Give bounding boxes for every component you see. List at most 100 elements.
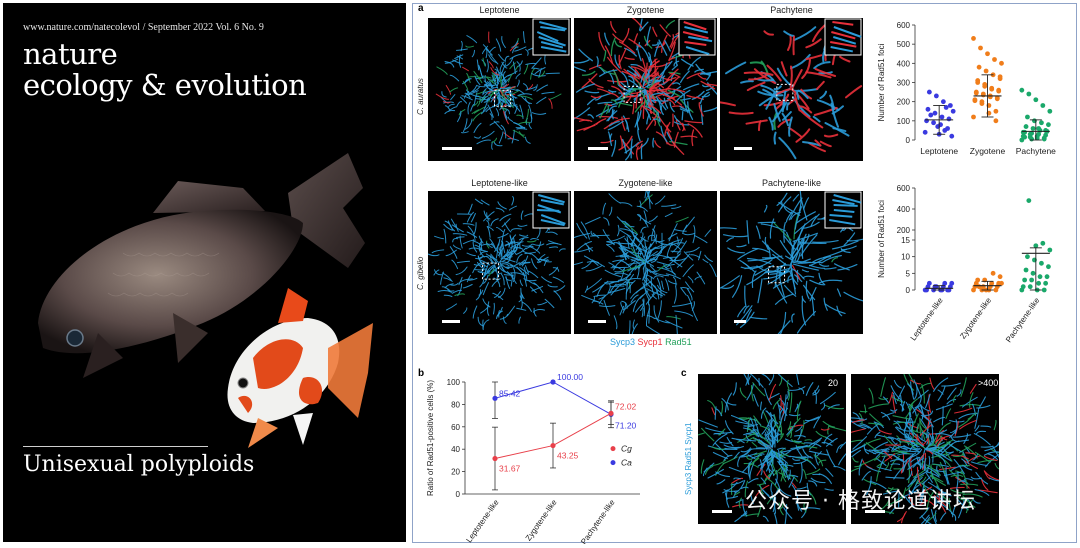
data-point: [990, 270, 996, 276]
panel-b-label: b: [418, 368, 425, 379]
y-tick-label: 5: [906, 269, 911, 278]
data-point: [1027, 284, 1033, 290]
goldfish-illustration: [38, 153, 373, 448]
data-point: [1036, 280, 1042, 286]
data-point: [1039, 260, 1044, 266]
data-point: [1036, 126, 1042, 131]
x-tick-label: Zygotene: [970, 146, 1006, 156]
data-point: [926, 89, 932, 95]
chromosome-strands: [428, 196, 566, 331]
data-label: 43.25: [557, 451, 579, 461]
cover-topic: Unisexual polyploids: [23, 452, 255, 477]
data-point: [989, 86, 995, 92]
data-point: [942, 280, 948, 286]
x-tick-label: Zygotene-like: [524, 498, 559, 543]
scale-bar: [734, 147, 752, 150]
figure-panel: [412, 3, 1077, 543]
data-point: [1026, 198, 1032, 203]
micrograph-leptotene: [428, 18, 571, 161]
legend-marker: [610, 460, 616, 466]
roi-box: [623, 85, 641, 103]
y-axis-label: Number of Rad51 foci: [877, 43, 886, 121]
y-tick-label: 500: [897, 40, 911, 49]
panel-c-count-left: 20: [828, 378, 839, 388]
data-point: [1022, 134, 1028, 140]
data-point: [1040, 240, 1046, 246]
data-point: [979, 101, 985, 106]
journal-title: nature ecology & evolution: [23, 39, 307, 101]
micrograph-pachytene: [720, 18, 863, 161]
data-point: [925, 106, 931, 112]
data-point: [976, 64, 982, 70]
data-point: [1029, 277, 1035, 283]
inset-box: [678, 18, 716, 56]
x-tick-label: Leptotene-like: [909, 296, 946, 343]
y-tick-label: 20: [451, 468, 460, 477]
data-point: [992, 57, 997, 62]
data-point: [994, 96, 1000, 102]
y-tick-label: 200: [897, 226, 911, 235]
data-point: [972, 98, 978, 104]
y-axis-label: Ratio of Rad51-positive cells (%): [426, 380, 435, 496]
chart-rad51-ratio: 0 20 40 60 80 100 Ratio of Rad51-positive cell…: [426, 372, 640, 544]
legend-label: Cg: [621, 444, 632, 454]
data-point: [976, 284, 982, 290]
chromosome-strands: [698, 374, 846, 524]
data-point: [993, 108, 999, 114]
data-point: [1033, 97, 1039, 103]
data-point: [931, 120, 936, 126]
data-point: [1030, 270, 1036, 276]
data-point: [999, 280, 1004, 286]
data-point: [978, 45, 983, 51]
stage-label-leptotene: Leptotene: [479, 5, 520, 15]
stain-legend: Sycp3 Sycp1 Rad51: [610, 337, 692, 347]
data-label: 31.67: [499, 464, 521, 474]
data-point: [980, 92, 986, 98]
data-point: [1046, 122, 1051, 128]
roi-box: [482, 262, 500, 280]
data-point: [1044, 274, 1050, 280]
scale-bar: [588, 320, 606, 323]
stage-label-pachytene-like: Pachytene-like: [761, 178, 822, 188]
journal-cover: www.nature.com/natecolevol / September 2…: [3, 3, 406, 542]
data-point: [1019, 87, 1025, 93]
legend-sycp3: Sycp3: [610, 337, 636, 347]
data-point: [940, 99, 946, 105]
y-tick-label: 60: [451, 423, 460, 432]
chart-rad51-foci-top: 0 100 200 300 400 500 600 Number of Rad51 foci L…: [877, 21, 1056, 156]
data-point: [550, 379, 556, 385]
y-tick-label: 400: [897, 205, 911, 214]
data-point: [989, 280, 995, 286]
data-point: [1033, 243, 1039, 249]
data-point: [1029, 136, 1035, 142]
scale-bar: [865, 510, 885, 513]
x-tick-label: Zygotene-like: [958, 296, 993, 341]
data-point: [492, 395, 498, 401]
panel-c-count-right: >400: [978, 378, 999, 388]
scale-bar: [588, 147, 608, 150]
data-point: [975, 277, 981, 283]
chromosome-strands: [720, 24, 863, 160]
y-tick-label: 600: [897, 21, 911, 30]
data-point: [997, 274, 1003, 280]
data-point: [1039, 120, 1044, 126]
cover-header: www.nature.com/natecolevol / September 2…: [23, 22, 264, 33]
x-tick-label: Pachytene: [1016, 146, 1056, 156]
chromosome-strands: [720, 191, 863, 334]
micrograph-zygotene-like: [574, 191, 717, 334]
data-point: [1027, 131, 1033, 137]
data-point: [1030, 126, 1036, 131]
y-tick-label: 80: [451, 400, 460, 409]
data-label: 71.20: [615, 420, 637, 430]
chromosome-strands: [851, 374, 999, 524]
y-tick-label: 0: [456, 490, 461, 499]
data-point: [971, 114, 976, 120]
data-point: [550, 442, 556, 449]
data-point: [1046, 264, 1051, 270]
data-point: [971, 36, 976, 41]
legend-rad51: Rad51: [665, 337, 692, 347]
data-point: [1023, 267, 1029, 273]
data-point: [932, 110, 938, 116]
wechat-watermark: 公众号 · 格致论道讲坛: [745, 489, 976, 514]
